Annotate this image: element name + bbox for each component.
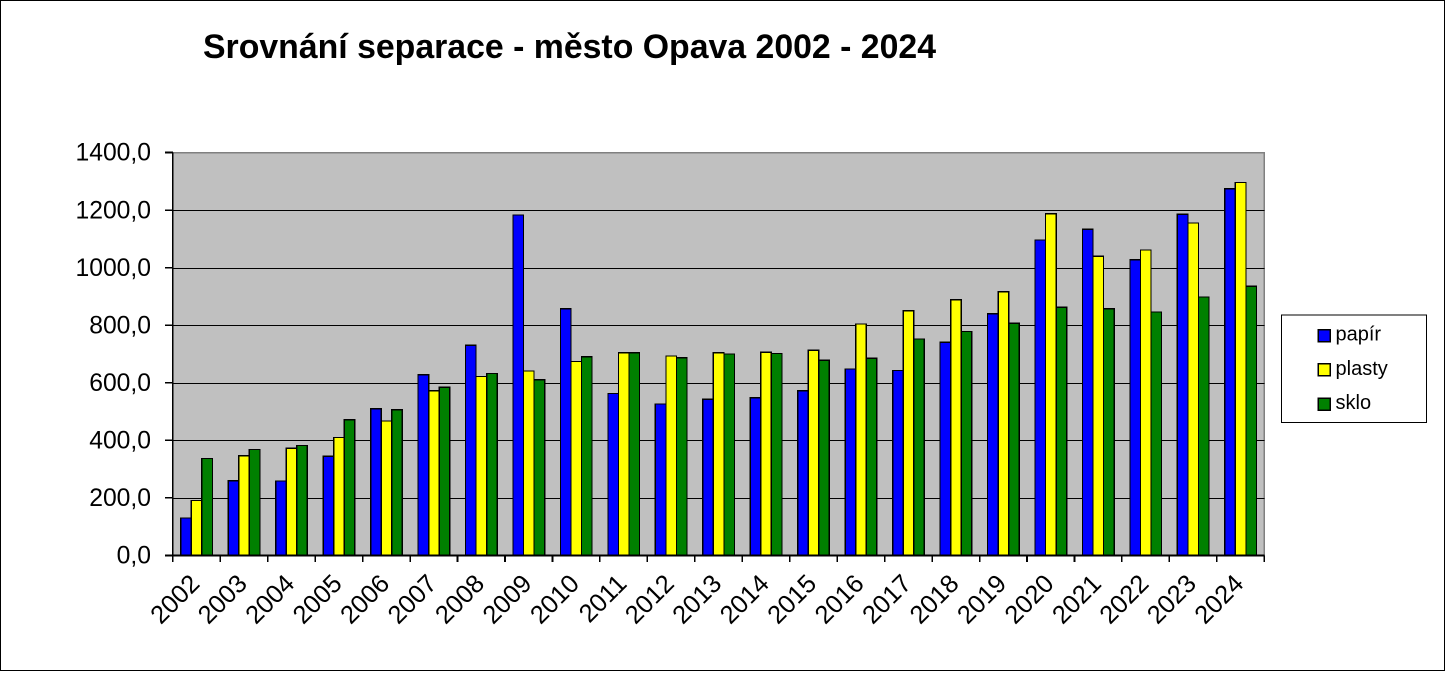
svg-text:2007: 2007 [383, 570, 443, 630]
svg-text:2011: 2011 [574, 570, 633, 629]
svg-text:2002: 2002 [145, 570, 205, 630]
svg-text:2017: 2017 [857, 570, 917, 630]
svg-text:2020: 2020 [1000, 570, 1060, 630]
svg-text:400,0: 400,0 [89, 428, 151, 455]
svg-text:2004: 2004 [240, 570, 300, 630]
svg-text:2018: 2018 [905, 570, 965, 630]
svg-text:2021: 2021 [1047, 570, 1107, 630]
svg-text:plasty: plasty [1336, 358, 1388, 380]
svg-text:2003: 2003 [193, 570, 253, 630]
svg-text:2008: 2008 [430, 570, 490, 630]
svg-text:2006: 2006 [335, 570, 395, 630]
svg-text:600,0: 600,0 [89, 370, 151, 397]
svg-text:2016: 2016 [810, 570, 870, 630]
svg-text:1000,0: 1000,0 [75, 255, 151, 282]
svg-text:1400,0: 1400,0 [75, 140, 151, 167]
svg-text:2009: 2009 [478, 570, 538, 630]
svg-text:800,0: 800,0 [89, 312, 151, 339]
svg-text:2019: 2019 [952, 570, 1012, 630]
svg-text:2005: 2005 [288, 570, 348, 630]
svg-text:2022: 2022 [1094, 570, 1154, 630]
svg-text:2015: 2015 [762, 570, 822, 630]
svg-text:1200,0: 1200,0 [75, 197, 151, 224]
svg-text:2010: 2010 [525, 570, 585, 630]
svg-text:2014: 2014 [715, 570, 775, 630]
svg-text:0,0: 0,0 [117, 543, 151, 570]
svg-text:Srovnání separace - město Opav: Srovnání separace - město Opava 2002 - 2… [203, 28, 936, 66]
svg-text:sklo: sklo [1336, 392, 1372, 414]
svg-text:2023: 2023 [1142, 570, 1202, 630]
svg-text:200,0: 200,0 [89, 485, 151, 512]
svg-text:2024: 2024 [1189, 570, 1249, 630]
svg-text:papír: papír [1336, 324, 1382, 346]
svg-text:2013: 2013 [667, 570, 727, 630]
svg-text:2012: 2012 [620, 570, 680, 630]
